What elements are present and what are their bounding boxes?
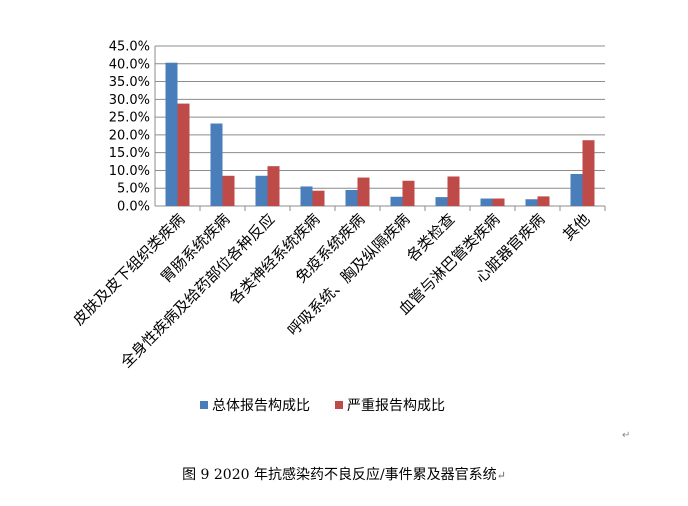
bar-serious (357, 177, 370, 206)
paragraph-return-mark: ↵ (622, 430, 631, 441)
bar-serious (177, 103, 190, 206)
y-tick-label: 45.0% (109, 40, 150, 55)
bars (165, 62, 595, 206)
bar-serious (402, 180, 415, 206)
y-tick-label: 25.0% (109, 111, 150, 126)
x-category-label: 其他 (559, 210, 593, 244)
bar-overall (570, 174, 583, 206)
y-tick-label: 30.0% (109, 93, 150, 108)
bar-serious (582, 140, 595, 206)
caption-return-mark: ↵ (496, 469, 506, 482)
legend-swatch (200, 401, 208, 409)
caption-text: 图 9 2020 年抗感染药不良反应/事件累及器官系统 (182, 467, 497, 483)
legend-swatch (335, 401, 343, 409)
y-tick-label: 20.0% (109, 128, 150, 143)
legend-label: 总体报告构成比 (212, 398, 310, 414)
bar-overall (480, 198, 493, 206)
bar-serious (492, 198, 505, 206)
bar-overall (300, 186, 313, 206)
bar-overall (390, 196, 403, 206)
bar-serious (312, 190, 325, 206)
y-tick-label: 15.0% (109, 146, 150, 161)
bar-overall (435, 197, 448, 206)
y-tick-label: 10.0% (109, 164, 150, 179)
y-axis-ticks: 0.0% 5.0% 10.0% 15.0% 20.0% 25.0% 30.0% 35.0% 40… (109, 40, 150, 215)
bar-overall (345, 190, 358, 206)
legend: 总体报告构成比 严重报告构成比 (200, 398, 445, 414)
bar-overall (525, 199, 538, 206)
bar-overall (255, 175, 268, 206)
y-tick-label: 0.0% (117, 200, 150, 215)
y-tick-label: 35.0% (109, 75, 150, 90)
y-tick-label: 5.0% (117, 182, 150, 197)
bar-serious (267, 166, 280, 206)
bar-serious (222, 175, 235, 206)
y-tick-label: 40.0% (109, 57, 150, 72)
legend-label: 严重报告构成比 (347, 398, 445, 414)
bar-serious (537, 196, 550, 206)
bar-overall (165, 62, 178, 206)
bar-serious (447, 176, 460, 206)
x-axis-labels: 皮肤及皮下组织类疾病胃肠系统疾病全身性疾病及给药部位各种反应各类神经系统疾病免疫… (70, 210, 594, 371)
figure-caption: 图 9 2020 年抗感染药不良反应/事件累及器官系统↵ (0, 464, 688, 484)
bar-overall (210, 123, 223, 206)
